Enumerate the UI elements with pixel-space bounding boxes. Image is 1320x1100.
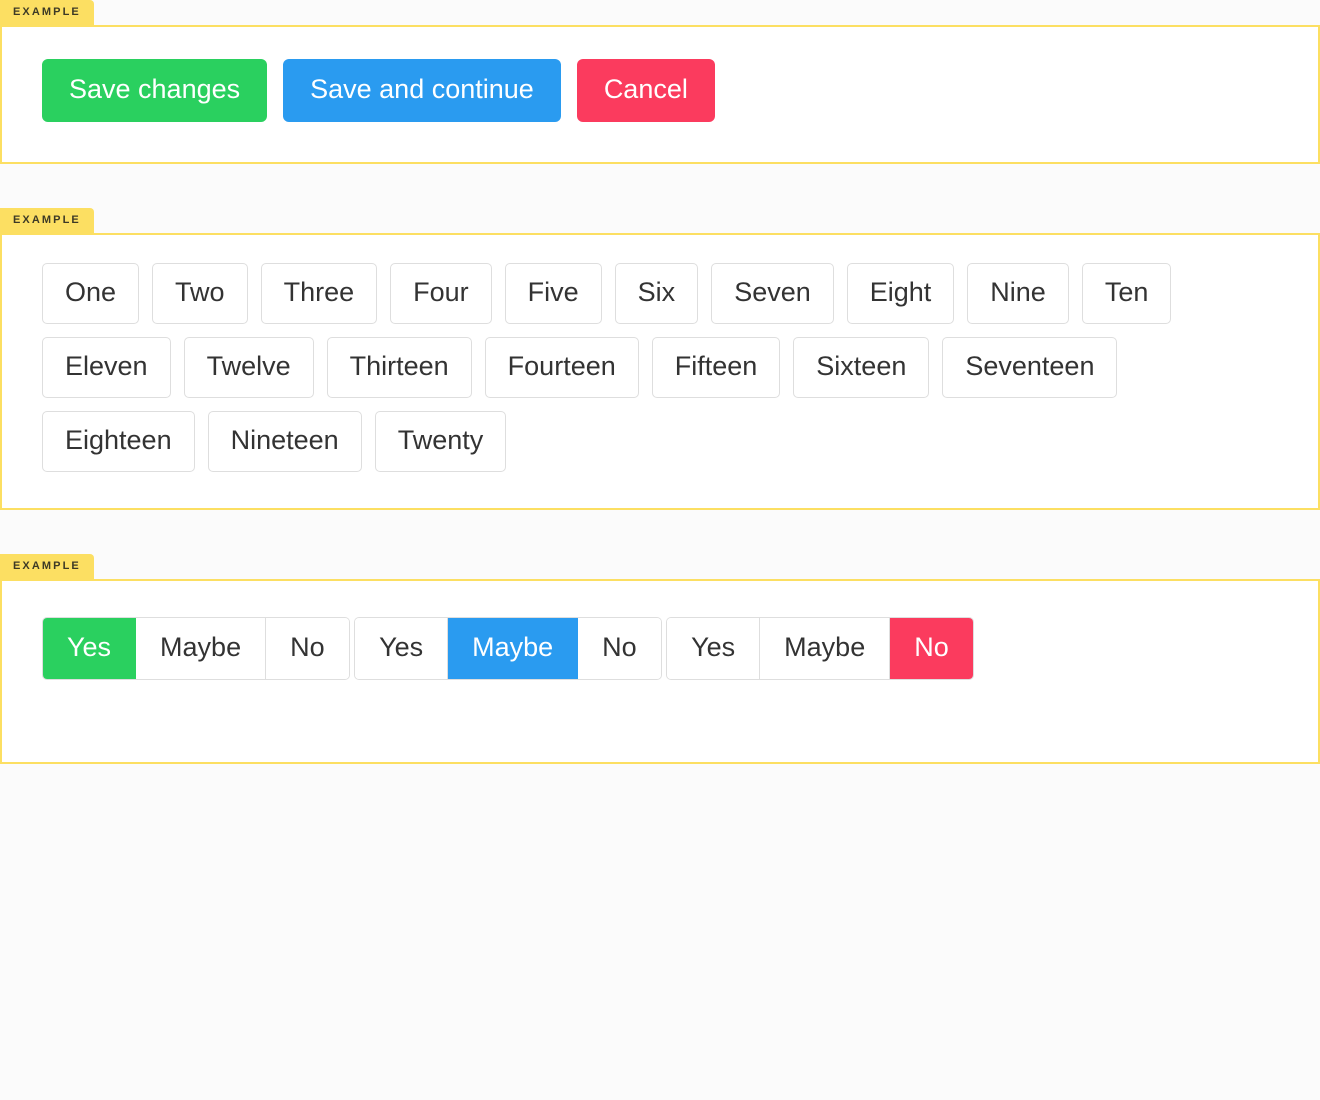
example-panel-body: Save changes Save and continue Cancel bbox=[0, 25, 1320, 164]
number-button[interactable]: Nine bbox=[967, 263, 1069, 324]
number-button[interactable]: Thirteen bbox=[326, 337, 472, 398]
example-tab-label: EXAMPLE bbox=[0, 208, 94, 234]
action-button-row: Save changes Save and continue Cancel bbox=[42, 59, 1278, 122]
number-button[interactable]: Four bbox=[390, 263, 492, 324]
number-button[interactable]: Eight bbox=[846, 263, 955, 324]
cancel-button[interactable]: Cancel bbox=[576, 59, 715, 122]
example-tab-label: EXAMPLE bbox=[0, 0, 94, 26]
example-tab-label: EXAMPLE bbox=[0, 554, 94, 580]
number-button[interactable]: One bbox=[42, 263, 140, 324]
segmented-option-yes[interactable]: Yes bbox=[43, 618, 137, 679]
number-button-grid: One Two Three Four Five Six Seven Eight … bbox=[42, 263, 1242, 472]
segmented-option-no[interactable]: No bbox=[578, 618, 661, 679]
number-button[interactable]: Nineteen bbox=[207, 411, 362, 472]
save-and-continue-button[interactable]: Save and continue bbox=[283, 59, 561, 122]
segmented-control-blue: Yes Maybe No bbox=[354, 617, 662, 680]
save-changes-button[interactable]: Save changes bbox=[42, 59, 268, 122]
segmented-control-red: Yes Maybe No bbox=[666, 617, 974, 680]
number-button[interactable]: Ten bbox=[1081, 263, 1172, 324]
number-button[interactable]: Fifteen bbox=[651, 337, 781, 398]
segmented-option-no[interactable]: No bbox=[890, 618, 973, 679]
number-button[interactable]: Seven bbox=[711, 263, 834, 324]
number-button[interactable]: Eleven bbox=[42, 337, 171, 398]
number-button[interactable]: Twenty bbox=[374, 411, 507, 472]
number-button[interactable]: Three bbox=[260, 263, 378, 324]
segmented-control-green: Yes Maybe No bbox=[42, 617, 350, 680]
example-panel-buttons: EXAMPLE Save changes Save and continue C… bbox=[0, 0, 1320, 164]
example-panel-body: One Two Three Four Five Six Seven Eight … bbox=[0, 233, 1320, 510]
segmented-option-maybe[interactable]: Maybe bbox=[760, 618, 891, 679]
example-panel-chips: EXAMPLE One Two Three Four Five Six Seve… bbox=[0, 208, 1320, 510]
number-button[interactable]: Two bbox=[152, 263, 248, 324]
number-button[interactable]: Six bbox=[614, 263, 699, 324]
number-button[interactable]: Sixteen bbox=[793, 337, 930, 398]
segmented-option-no[interactable]: No bbox=[266, 618, 349, 679]
number-button[interactable]: Seventeen bbox=[942, 337, 1118, 398]
segmented-option-yes[interactable]: Yes bbox=[355, 618, 449, 679]
number-button[interactable]: Five bbox=[504, 263, 602, 324]
segmented-option-maybe[interactable]: Maybe bbox=[136, 618, 267, 679]
segmented-option-maybe[interactable]: Maybe bbox=[448, 618, 579, 679]
segmented-option-yes[interactable]: Yes bbox=[667, 618, 761, 679]
number-button[interactable]: Eighteen bbox=[42, 411, 195, 472]
example-panel-body: Yes Maybe No Yes Maybe No Yes Maybe No bbox=[0, 579, 1320, 764]
example-panel-segmented: EXAMPLE Yes Maybe No Yes Maybe No Yes Ma… bbox=[0, 554, 1320, 764]
number-button[interactable]: Twelve bbox=[183, 337, 314, 398]
number-button[interactable]: Fourteen bbox=[484, 337, 639, 398]
